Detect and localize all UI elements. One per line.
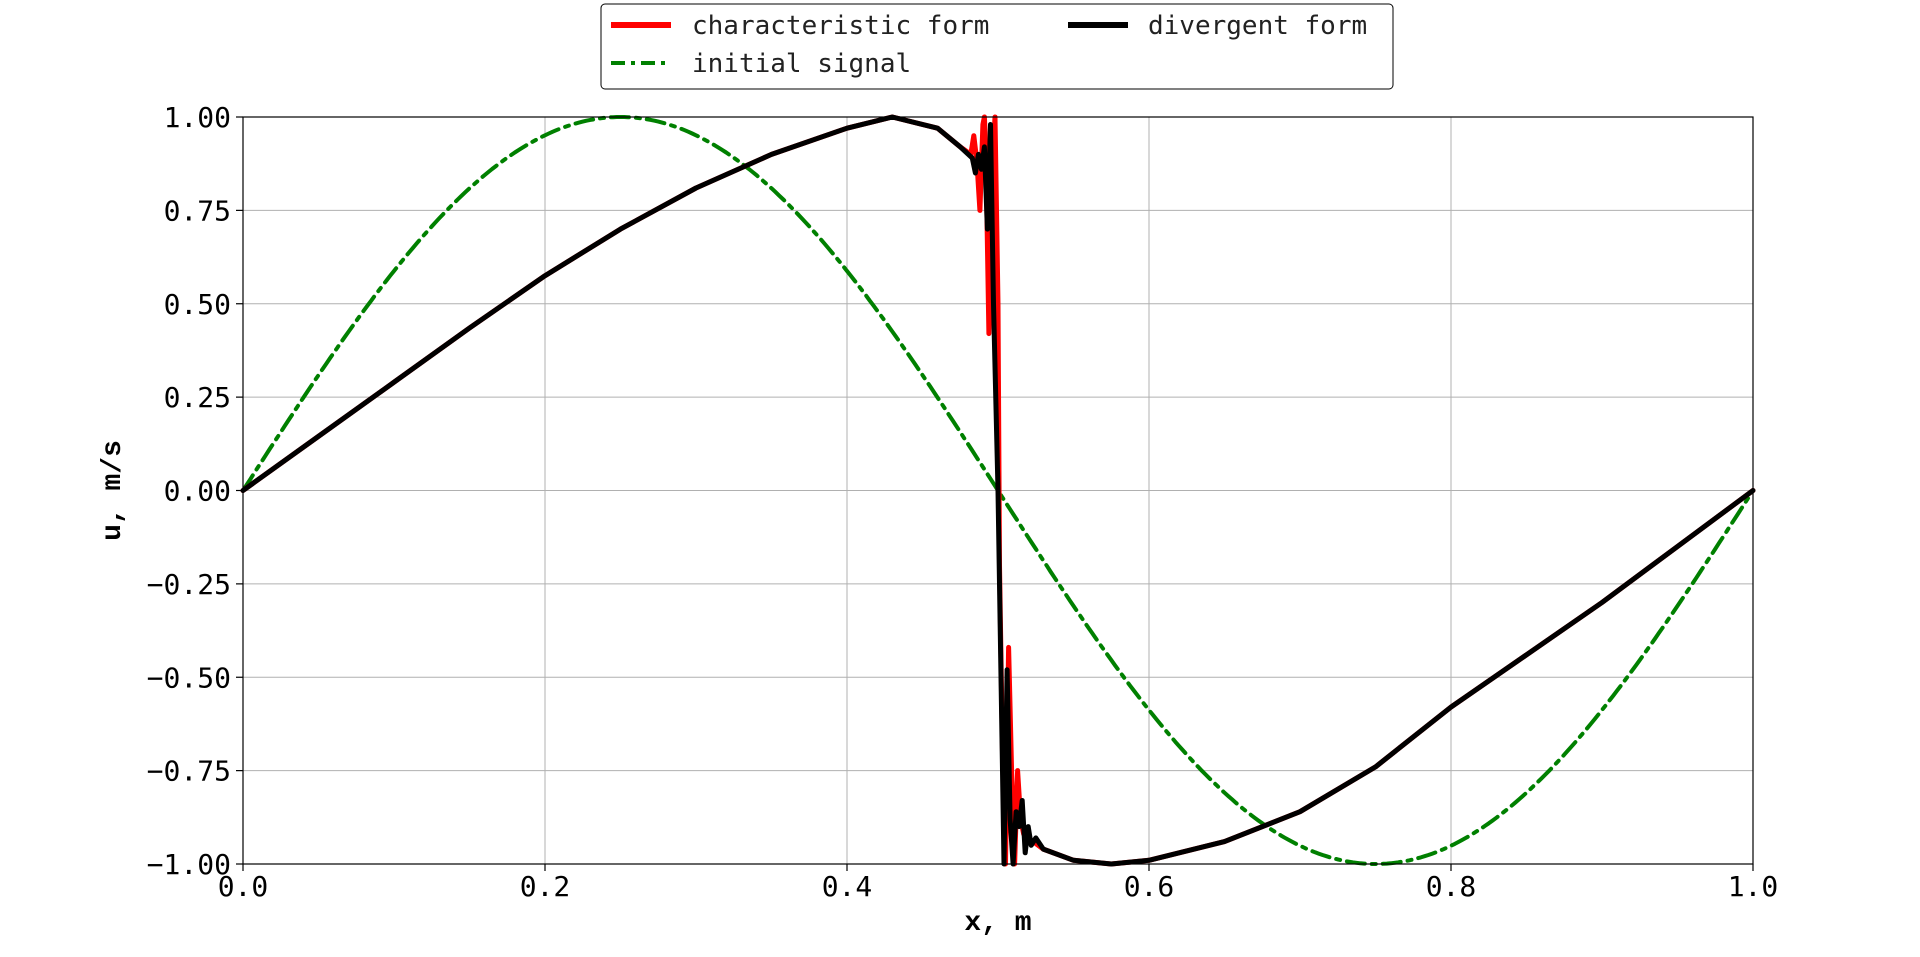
legend: characteristic form divergent form initi… [600, 3, 1394, 90]
y-tick-label: 1.00 [164, 101, 231, 134]
legend-label-characteristic-form: characteristic form [692, 11, 989, 41]
legend-label-initial-signal: initial signal [692, 49, 911, 79]
x-axis-title: x, m [964, 908, 1031, 939]
x-tick-label: 0.2 [520, 870, 571, 903]
x-tick-label: 0.6 [1124, 870, 1175, 903]
x-tick-label: 0.4 [822, 870, 873, 903]
y-axis-title: u, m/s [98, 440, 129, 541]
y-tick-label: −1.00 [147, 848, 231, 881]
y-axis-ticks: 1.00 0.75 0.50 0.25 0.00 −0.25 −0.50 −0.75 −1.00 [147, 101, 243, 881]
y-tick-label: −0.25 [147, 568, 231, 601]
y-tick-label: 0.00 [164, 475, 231, 508]
y-tick-label: 0.25 [164, 381, 231, 414]
legend-label-divergent-form: divergent form [1148, 11, 1367, 41]
y-tick-label: −0.50 [147, 661, 231, 694]
y-tick-label: −0.75 [147, 755, 231, 788]
x-tick-label: 0.8 [1426, 870, 1477, 903]
x-tick-label: 0.0 [218, 870, 269, 903]
x-axis-ticks: 0.0 0.2 0.4 0.6 0.8 1.0 [218, 864, 1779, 903]
legend-box [600, 3, 1394, 90]
x-tick-label: 1.0 [1728, 870, 1779, 903]
y-tick-label: 0.75 [164, 194, 231, 227]
y-tick-label: 0.50 [164, 288, 231, 321]
